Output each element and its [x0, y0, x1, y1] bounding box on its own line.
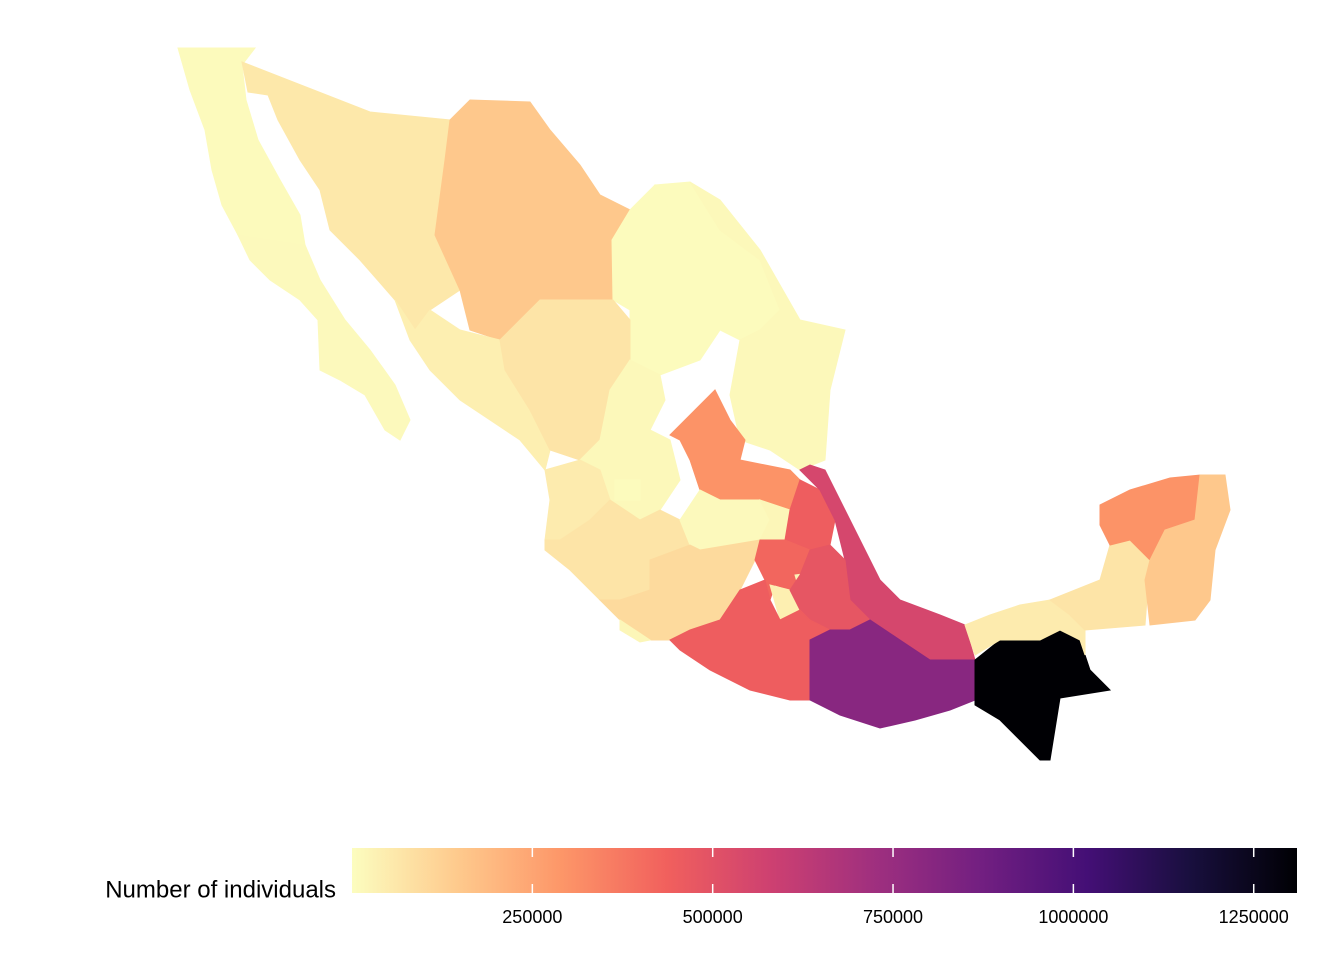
region — [669, 579, 832, 701]
regions — [177, 47, 1231, 761]
tick-label: 250000 — [502, 907, 562, 927]
tick-label: 500000 — [683, 907, 743, 927]
region — [619, 619, 652, 643]
region — [689, 181, 846, 471]
region — [799, 464, 976, 661]
colorbar-ticks: 250000 500000 750000 1000000 1250000 — [502, 848, 1289, 927]
tick-label: 750000 — [863, 907, 923, 927]
region — [974, 629, 1112, 761]
region — [964, 599, 1086, 656]
colorbar — [352, 848, 1297, 893]
region — [1144, 474, 1231, 626]
tick-label: 1000000 — [1038, 907, 1108, 927]
tick-label: 1250000 — [1219, 907, 1289, 927]
region — [237, 234, 411, 441]
region — [614, 479, 641, 501]
legend-title: Number of individuals — [105, 876, 336, 903]
